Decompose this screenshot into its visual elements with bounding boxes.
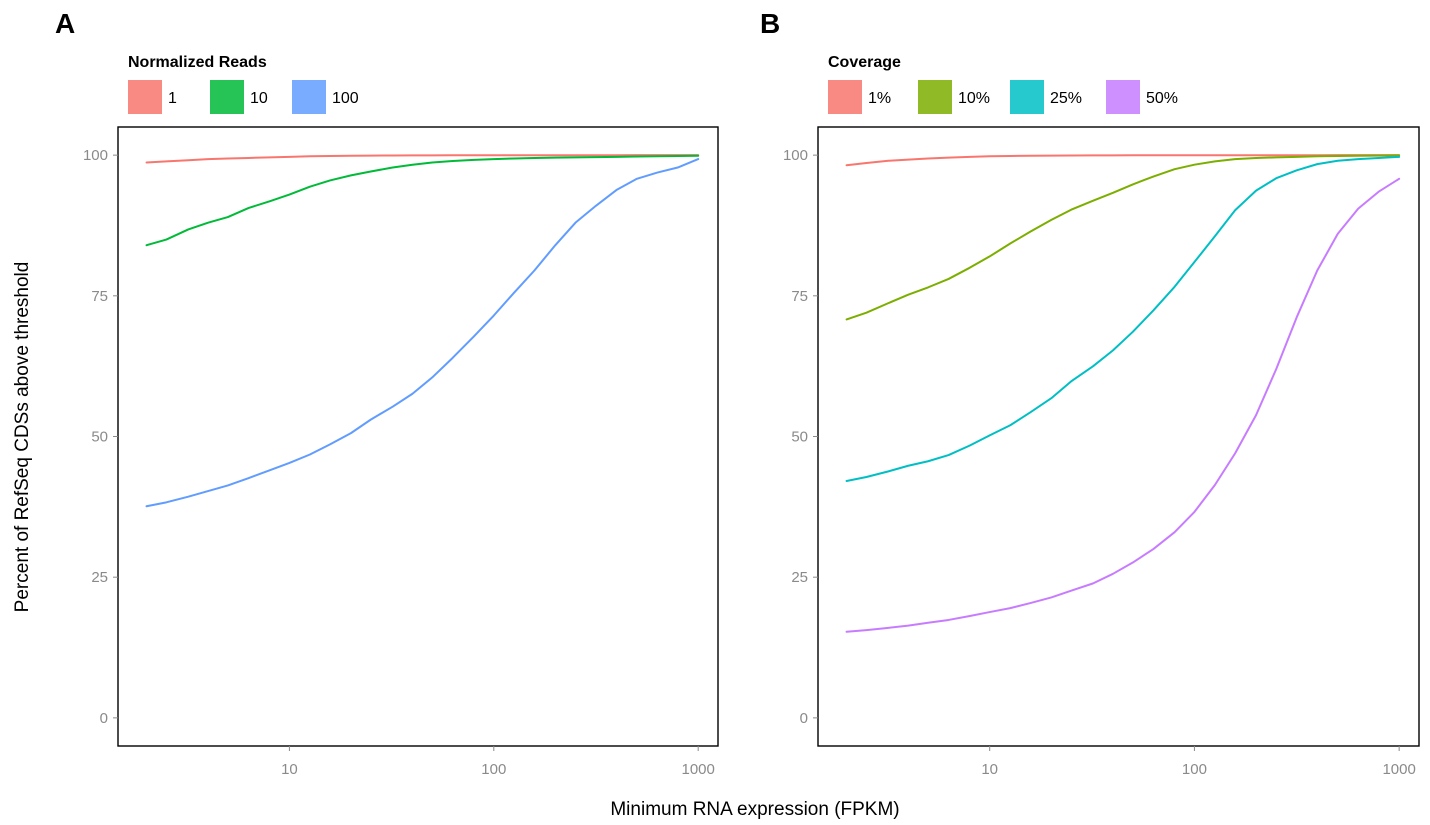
panel-a: A Normalized Reads 1 10 100 0 25 50 75 100 10 10… bbox=[55, 8, 719, 778]
legend-label: 10% bbox=[958, 90, 990, 107]
y-tick-label: 75 bbox=[91, 288, 108, 305]
legend-label: 100 bbox=[332, 90, 359, 107]
panel-b-legend-items: 1% 10% 25% 50% bbox=[828, 80, 1178, 114]
x-axis-title: Minimum RNA expression (FPKM) bbox=[610, 799, 899, 820]
panel-b-plot: 0 25 50 75 100 10 100 1000 bbox=[783, 126, 1420, 778]
panel-a-legend-title: Normalized Reads bbox=[128, 54, 267, 71]
plot-frame bbox=[117, 126, 719, 747]
y-tick-label: 0 bbox=[800, 710, 808, 727]
plot-frame bbox=[817, 126, 1420, 747]
legend-label: 1% bbox=[868, 90, 891, 107]
x-tick-label: 100 bbox=[1182, 761, 1207, 778]
legend-label: 25% bbox=[1050, 90, 1082, 107]
series-line-50pct bbox=[845, 177, 1401, 633]
panel-b-legend-title: Coverage bbox=[828, 54, 901, 71]
y-tick-label: 100 bbox=[783, 147, 808, 164]
panel-a-plot: 0 25 50 75 100 10 100 1000 bbox=[83, 126, 719, 778]
series-line-100 bbox=[145, 158, 700, 508]
y-axis-title: Percent of RefSeq CDSs above threshold bbox=[12, 262, 33, 613]
legend-swatch bbox=[292, 80, 326, 114]
panel-b-letter: B bbox=[760, 8, 780, 39]
y-tick-label: 25 bbox=[91, 569, 108, 586]
x-tick-label: 100 bbox=[481, 761, 506, 778]
panel-b-legend: Coverage 1% 10% 25% 50% bbox=[828, 54, 1178, 114]
series-line-1pct bbox=[845, 154, 1401, 167]
panel-a-letter: A bbox=[55, 8, 75, 39]
panel-b: B Coverage 1% 10% 25% 50% 0 25 50 75 100 10 100 10… bbox=[760, 8, 1420, 778]
legend-label: 10 bbox=[250, 90, 268, 107]
x-tick-label: 1000 bbox=[1382, 761, 1415, 778]
x-tick-label: 10 bbox=[281, 761, 298, 778]
legend-swatch bbox=[128, 80, 162, 114]
panel-a-legend: Normalized Reads 1 10 100 bbox=[128, 54, 359, 114]
series-line-1 bbox=[145, 154, 700, 164]
series-line-25pct bbox=[845, 155, 1401, 482]
legend-swatch bbox=[1010, 80, 1044, 114]
legend-label: 50% bbox=[1146, 90, 1178, 107]
legend-swatch bbox=[1106, 80, 1140, 114]
y-tick-label: 25 bbox=[791, 569, 808, 586]
x-tick-label: 1000 bbox=[682, 761, 715, 778]
y-tick-label: 100 bbox=[83, 147, 108, 164]
legend-swatch bbox=[828, 80, 862, 114]
y-tick-label: 50 bbox=[91, 429, 108, 446]
legend-swatch bbox=[918, 80, 952, 114]
series-line-10pct bbox=[845, 154, 1401, 321]
x-tick-label: 10 bbox=[981, 761, 998, 778]
y-tick-label: 50 bbox=[791, 429, 808, 446]
legend-label: 1 bbox=[168, 90, 177, 107]
y-tick-label: 0 bbox=[100, 710, 108, 727]
panel-a-legend-items: 1 10 100 bbox=[128, 80, 359, 114]
legend-swatch bbox=[210, 80, 244, 114]
y-tick-label: 75 bbox=[791, 288, 808, 305]
series-line-10 bbox=[145, 154, 700, 247]
